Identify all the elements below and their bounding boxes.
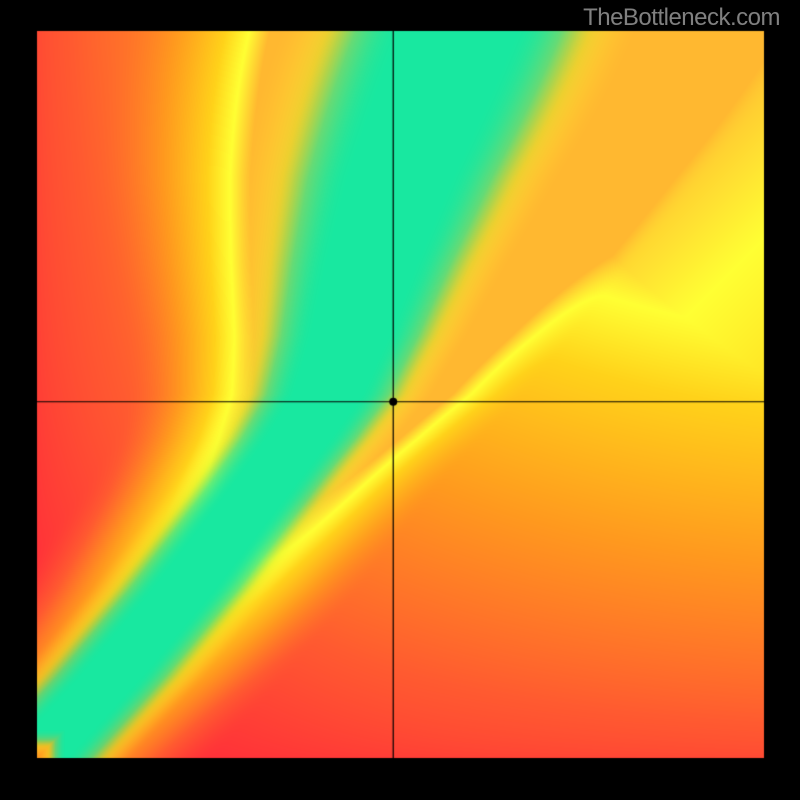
watermark-label: TheBottleneck.com: [583, 4, 780, 32]
chart-container: TheBottleneck.com: [0, 0, 800, 800]
heatmap-canvas: [0, 0, 800, 800]
